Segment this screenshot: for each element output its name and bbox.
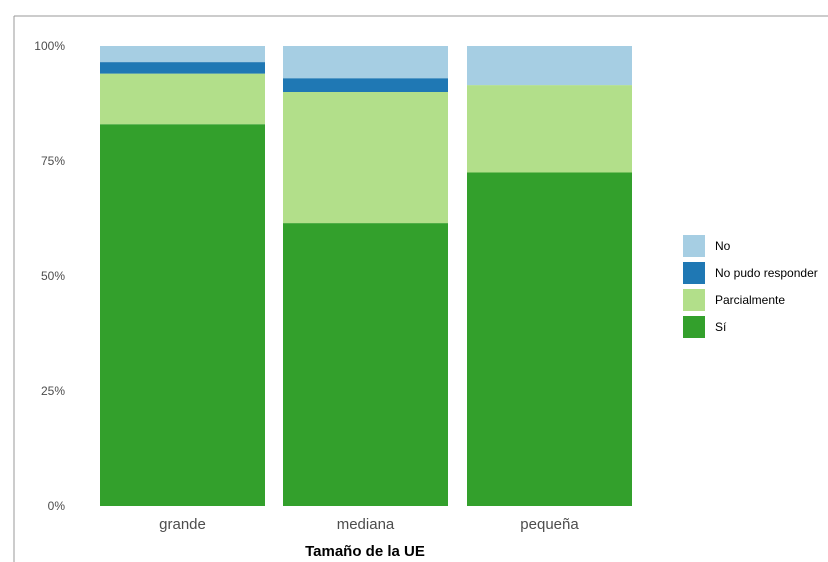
legend-label-no: No [715, 239, 731, 253]
y-tick-label: 50% [41, 269, 65, 283]
legend-swatch-parcialmente [683, 289, 705, 311]
x-axis-ticks: grande mediana pequeña [159, 516, 579, 533]
bar-pequena-no [467, 46, 632, 86]
legend-label-parcialmente: Parcialmente [715, 293, 785, 307]
x-tick-label-grande: grande [159, 516, 206, 533]
bar-grande-no-pudo-responder [100, 62, 265, 74]
bar-grande-si [100, 124, 265, 506]
legend-label-no-pudo-responder: No pudo responder [715, 266, 818, 280]
legend-swatch-si [683, 316, 705, 338]
x-axis-title: Tamaño de la UE [305, 543, 425, 560]
x-tick-label-pequena: pequeña [520, 516, 579, 533]
bar-mediana-no-pudo-responder [283, 78, 448, 92]
bar-grande-no [100, 46, 265, 63]
bar-pequena-parcialmente [467, 85, 632, 173]
bar-mediana-no [283, 46, 448, 79]
y-axis-ticks: 0% 25% 50% 75% 100% [34, 39, 65, 513]
y-tick-label: 75% [41, 154, 65, 168]
y-tick-label: 0% [48, 499, 66, 513]
y-tick-label: 100% [34, 39, 65, 53]
legend-swatch-no [683, 235, 705, 257]
legend-label-si: Sí [715, 320, 727, 334]
bar-grande-parcialmente [100, 73, 265, 125]
y-tick-label: 25% [41, 384, 65, 398]
bar-mediana-si [283, 223, 448, 506]
bar-pequena-si [467, 172, 632, 506]
legend: No No pudo responder Parcialmente Sí [683, 235, 818, 338]
bars-group [100, 46, 632, 506]
bar-mediana-parcialmente [283, 92, 448, 224]
legend-swatch-no-pudo-responder [683, 262, 705, 284]
x-tick-label-mediana: mediana [337, 516, 395, 533]
